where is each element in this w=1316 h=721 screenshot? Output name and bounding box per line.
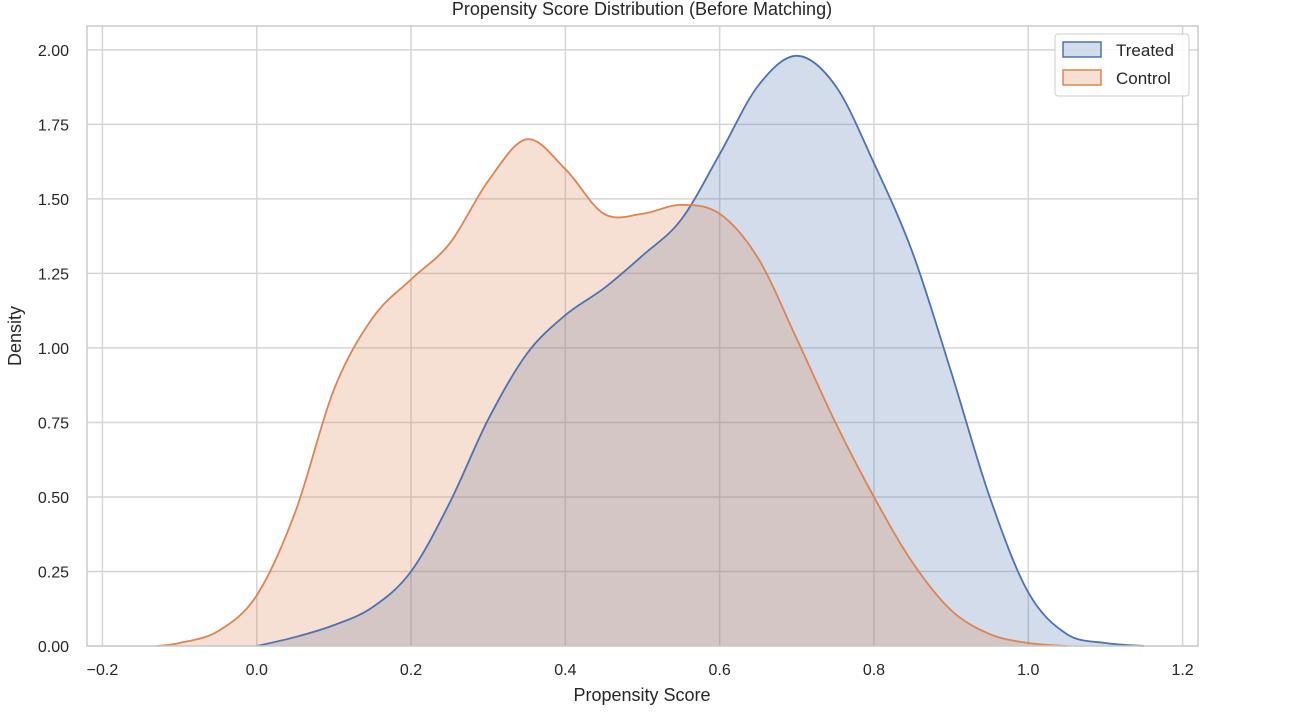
x-tick-label: 1.0	[1017, 662, 1039, 679]
density-line-treated	[256, 54, 1145, 647]
y-tick-label: 0.25	[38, 564, 69, 581]
density-area-treated	[256, 55, 1144, 647]
y-tick-label: 2.00	[38, 43, 69, 60]
legend-frame	[1054, 33, 1190, 97]
x-tick-label: 0.0	[246, 662, 268, 679]
legend-label-treated: Treated	[1116, 41, 1174, 60]
density-area-control	[156, 139, 1067, 646]
plot-frame	[86, 25, 1199, 647]
legend-swatch-treated	[1062, 41, 1102, 58]
y-tick-label: 1.75	[38, 117, 69, 134]
x-tick-label: −0.2	[87, 662, 119, 679]
density-lines	[156, 54, 1145, 647]
plot-area-background	[87, 26, 1198, 646]
x-tick-labels: −0.2 0.0 0.2 0.4 0.6 0.8 1.0 1.2	[87, 662, 1194, 679]
legend-label-control: Control	[1116, 69, 1171, 88]
legend: Treated Control	[1054, 33, 1190, 97]
x-tick-label: 0.4	[554, 662, 576, 679]
x-tick-label: 0.6	[709, 662, 731, 679]
y-axis-title: Density	[5, 306, 25, 366]
legend-swatch-control	[1062, 69, 1102, 86]
y-tick-label: 0.75	[38, 415, 69, 432]
density-line-control	[156, 138, 1067, 647]
chart-title: Propensity Score Distribution (Before Ma…	[452, 0, 832, 19]
x-tick-label: 0.8	[863, 662, 885, 679]
y-tick-label: 1.25	[38, 266, 69, 283]
y-tick-labels: 0.00 0.25 0.50 0.75 1.00 1.25 1.50 1.75 2.00	[38, 43, 69, 656]
y-tick-label: 0.50	[38, 490, 69, 507]
y-tick-label: 0.00	[38, 639, 69, 656]
x-tick-label: 1.2	[1171, 662, 1193, 679]
density-areas	[156, 55, 1144, 647]
y-tick-label: 1.00	[38, 341, 69, 358]
x-axis-title: Propensity Score	[573, 685, 710, 705]
y-tick-label: 1.50	[38, 192, 69, 209]
x-tick-label: 0.2	[400, 662, 422, 679]
